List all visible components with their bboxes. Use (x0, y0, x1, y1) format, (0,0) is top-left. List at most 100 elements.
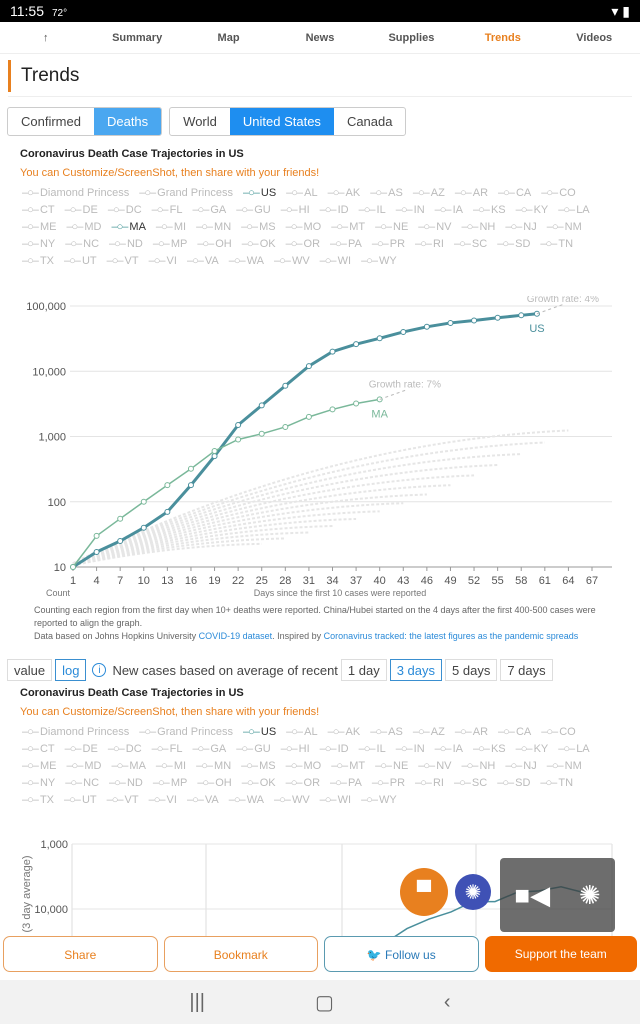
legend-item[interactable]: –○– UT (64, 255, 97, 267)
legend-item[interactable]: –○– OR (285, 777, 321, 789)
legend-item[interactable]: –○– ME (22, 760, 57, 772)
nav-map[interactable]: Map (217, 31, 240, 44)
legend-item[interactable]: –○– RI (415, 238, 444, 250)
legend-item[interactable]: –○– KS (473, 204, 506, 216)
legend-item[interactable]: –○– AK (327, 187, 361, 199)
legend-item[interactable]: –○– MT (331, 760, 366, 772)
legend-item[interactable]: –○– NC (65, 777, 100, 789)
legend-item[interactable]: –○– NC (65, 238, 100, 250)
legend-item[interactable]: –○– OH (197, 777, 232, 789)
legend-item[interactable]: –○– IA (434, 743, 463, 755)
legend-item[interactable]: –○– MP (152, 238, 188, 250)
legend-item[interactable]: –○– AL (286, 187, 318, 199)
follow-us-button[interactable]: 🐦 Follow us (324, 936, 479, 972)
legend-item[interactable]: –○– HI (280, 204, 310, 216)
legend-item[interactable]: –○– UT (64, 794, 97, 806)
legend-item[interactable]: –○– MS (241, 760, 276, 772)
legend-item[interactable]: –○– NY (22, 777, 56, 789)
legend-item[interactable]: –○– ID (319, 204, 349, 216)
legend-item[interactable]: –○– Diamond Princess (22, 187, 130, 199)
legend-item[interactable]: –○– WY (361, 794, 397, 806)
legend-item[interactable]: –○– TX (22, 794, 54, 806)
legend-item[interactable]: –○– OK (241, 238, 276, 250)
legend-item[interactable]: –○– RI (415, 777, 444, 789)
tab-world[interactable]: World (183, 114, 217, 129)
legend-item[interactable]: –○– WY (361, 255, 397, 267)
tab-deaths[interactable]: Deaths (93, 108, 162, 135)
legend-item[interactable]: –○– TX (22, 255, 54, 267)
legend-item[interactable]: –○– MS (241, 221, 276, 233)
legend-item[interactable]: –○– IN (395, 204, 425, 216)
legend-item[interactable]: –○– DC (107, 743, 142, 755)
legend-item[interactable]: –○– AK (327, 726, 361, 738)
legend-item[interactable]: –○– VT (106, 255, 139, 267)
legend-item[interactable]: –○– IL (358, 204, 386, 216)
legend-item[interactable]: –○– NH (461, 221, 496, 233)
legend-item[interactable]: –○– US (242, 726, 277, 738)
legend-item[interactable]: –○– KY (515, 204, 549, 216)
legend-item[interactable]: –○– MN (196, 221, 232, 233)
legend-item[interactable]: –○– WV (274, 794, 310, 806)
legend-item[interactable]: –○– MT (331, 221, 366, 233)
legend-item[interactable]: –○– KS (473, 743, 506, 755)
legend-item[interactable]: –○– AZ (412, 187, 445, 199)
legend-item[interactable]: –○– FL (151, 204, 183, 216)
legend-item[interactable]: –○– VT (106, 794, 139, 806)
legend-item[interactable]: –○– NV (418, 760, 452, 772)
legend-item[interactable]: –○– Diamond Princess (22, 726, 130, 738)
legend-item[interactable]: –○– WA (228, 255, 264, 267)
legend-item[interactable]: –○– LA (558, 204, 590, 216)
legend-item[interactable]: –○– US (242, 187, 277, 199)
legend-item[interactable]: –○– ME (22, 221, 57, 233)
covid-dataset-link[interactable]: COVID-19 dataset (198, 631, 273, 641)
legend-item[interactable]: –○– MO (285, 760, 322, 772)
recent-apps-icon[interactable]: ||| (189, 990, 205, 1013)
legend-item[interactable]: –○– MI (155, 760, 187, 772)
avg-7-days[interactable]: 7 days (500, 659, 553, 681)
legend-item[interactable]: –○– TN (540, 238, 574, 250)
legend-item[interactable]: –○– IN (395, 743, 425, 755)
avg-5-days[interactable]: 5 days (445, 659, 498, 681)
legend-item[interactable]: –○– NY (22, 238, 56, 250)
legend-item[interactable]: –○– OR (285, 238, 321, 250)
legend-item[interactable]: –○– PR (371, 777, 406, 789)
camera-shutter-icon[interactable]: ✺ (578, 879, 601, 910)
legend-item[interactable]: –○– DC (107, 204, 142, 216)
legend-item[interactable]: –○– SD (497, 238, 531, 250)
screenshot-fab[interactable]: ✺ (455, 874, 491, 910)
legend-item[interactable]: –○– IA (434, 204, 463, 216)
back-to-top-icon[interactable]: ↑ (42, 31, 49, 44)
legend-item[interactable]: –○– LA (558, 743, 590, 755)
legend-item[interactable]: –○– CT (22, 743, 55, 755)
legend-item[interactable]: –○– MO (285, 221, 322, 233)
nav-summary[interactable]: Summary (112, 31, 163, 44)
legend-item[interactable]: –○– VI (148, 794, 177, 806)
legend-item[interactable]: –○– PA (330, 238, 362, 250)
screen-recorder-panel[interactable]: ■◀ ✺ (500, 858, 615, 932)
legend-item[interactable]: –○– AL (286, 726, 318, 738)
legend-item[interactable]: –○– AS (370, 726, 403, 738)
legend-item[interactable]: –○– ND (109, 777, 143, 789)
legend-item[interactable]: –○– DE (64, 204, 98, 216)
legend-item[interactable]: –○– Grand Princess (139, 187, 233, 199)
legend-item[interactable]: –○– SD (497, 777, 531, 789)
legend-item[interactable]: –○– FL (151, 743, 183, 755)
legend-item[interactable]: –○– NE (375, 760, 409, 772)
legend-item[interactable]: –○– AS (370, 187, 403, 199)
legend-item[interactable]: –○– AR (454, 187, 489, 199)
legend-item[interactable]: –○– GA (192, 204, 227, 216)
legend-item[interactable]: –○– CA (498, 187, 532, 199)
legend-item[interactable]: –○– KY (515, 743, 549, 755)
video-camera-icon[interactable]: ■◀ (514, 879, 551, 910)
home-icon[interactable]: ▢ (315, 991, 334, 1014)
legend-item[interactable]: –○– MI (155, 221, 187, 233)
legend-item[interactable]: –○– MP (152, 777, 188, 789)
legend-item[interactable]: –○– SC (453, 777, 488, 789)
legend-item[interactable]: –○– GU (236, 743, 271, 755)
tab-canada[interactable]: Canada (346, 114, 393, 129)
legend-item[interactable]: –○– MD (66, 221, 102, 233)
legend-item[interactable]: –○– NJ (505, 221, 537, 233)
inspired-by-link[interactable]: Coronavirus tracked: the latest figures … (323, 631, 579, 641)
legend-item[interactable]: –○– VA (186, 255, 219, 267)
legend-item[interactable]: –○– VI (148, 255, 177, 267)
